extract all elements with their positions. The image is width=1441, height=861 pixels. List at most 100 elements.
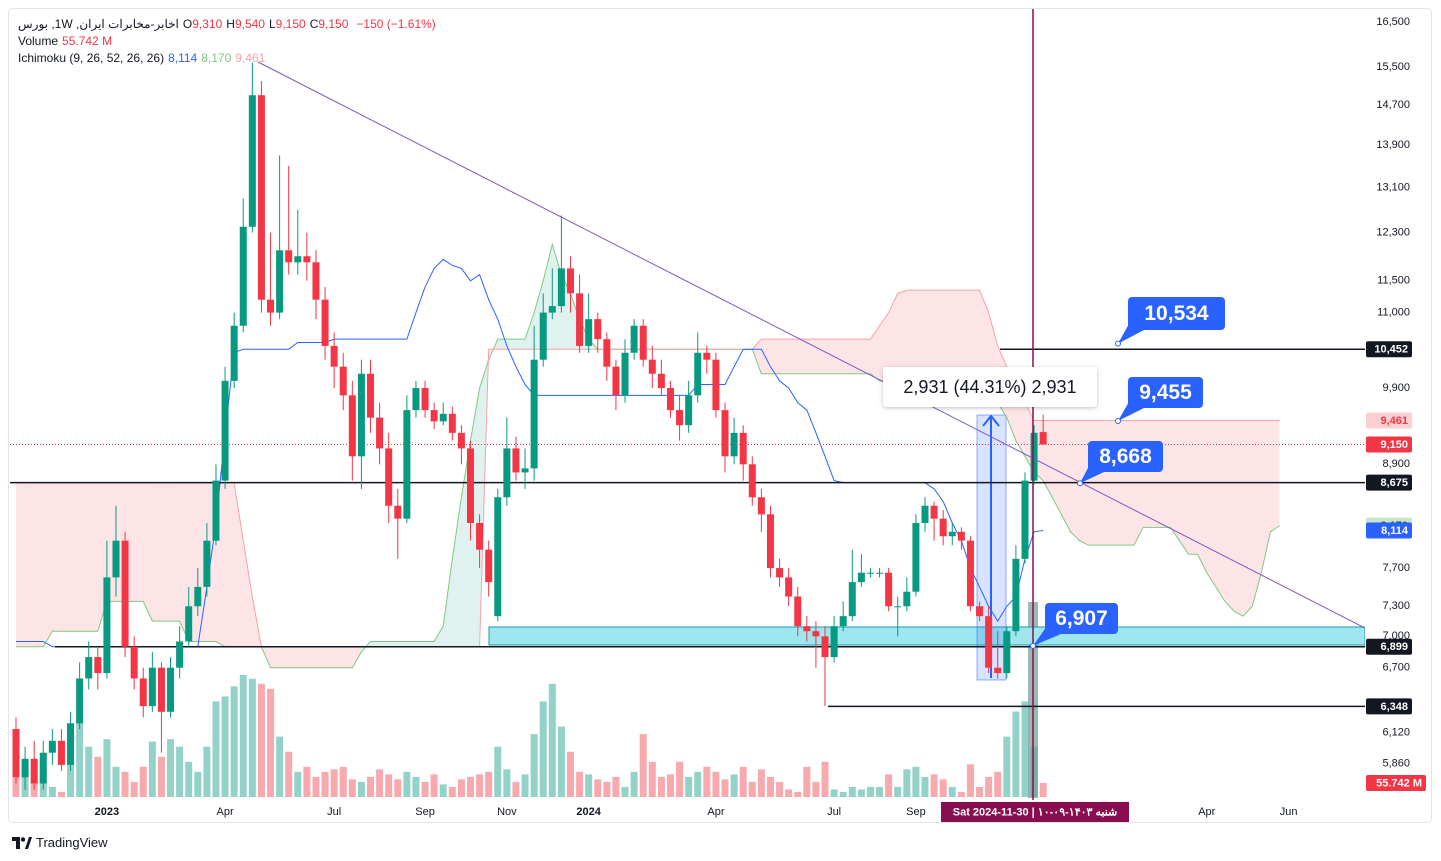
price-label-bg — [1366, 341, 1412, 358]
ichimoku-value: 8,114 — [168, 51, 198, 65]
price-label-bg — [1366, 436, 1412, 453]
volume-bar — [730, 774, 738, 797]
candle-body — [1021, 480, 1029, 559]
volume-bar — [821, 761, 829, 797]
candle-body — [448, 413, 456, 433]
cloud-segment — [879, 312, 889, 381]
candle-body — [957, 531, 965, 541]
cloud-segment — [243, 540, 253, 647]
volume-bar — [566, 751, 574, 797]
volume-bar — [939, 779, 947, 797]
candle-body — [339, 366, 347, 396]
volume-bar — [694, 771, 702, 797]
volume-bar — [630, 771, 638, 797]
candle-body — [694, 352, 702, 396]
volume-bar — [785, 789, 793, 797]
price-axis: 16,500 15,500 14,700 13,900 13,100 12,300 11,5… — [1366, 16, 1426, 791]
callout-anchor — [1115, 340, 1121, 347]
volume-bar — [585, 774, 593, 797]
volume-bar — [966, 764, 974, 797]
cloud-segment — [752, 339, 762, 374]
change: −150 (−1.61%) — [356, 17, 436, 31]
candle-body — [857, 572, 865, 583]
volume-bar — [766, 776, 774, 797]
candle-body — [648, 359, 656, 374]
cloud-segment — [779, 339, 789, 374]
callout-box — [1088, 441, 1163, 472]
price-label-bg — [1366, 474, 1412, 491]
volume-bar — [1039, 782, 1047, 797]
candle-body — [839, 616, 847, 627]
legend-ichimoku-row: Ichimoku (9, 26, 52, 26, 26) 8,114 8,170 9,… — [18, 50, 440, 67]
y-tick-label: 9,900 — [1382, 382, 1410, 394]
volume-bar — [312, 776, 320, 797]
candle-body — [603, 339, 611, 367]
cloud-segment — [1261, 420, 1271, 573]
cloud-segment — [1143, 420, 1153, 528]
volume-bar — [839, 791, 847, 797]
candle-body — [185, 606, 193, 642]
volume-bar — [576, 771, 584, 797]
candle-body — [48, 740, 56, 753]
volume-bar — [512, 781, 520, 797]
cloud-segment — [1161, 420, 1171, 528]
cloud-segment — [452, 497, 462, 647]
cloud-segment — [434, 626, 444, 647]
cloud-segment — [925, 290, 935, 381]
candle-body — [439, 413, 447, 422]
callout-anchor — [1030, 642, 1036, 649]
cloud-segment — [70, 482, 80, 632]
cloud-segment — [16, 482, 26, 647]
volume-bar — [866, 786, 874, 797]
volume-bar — [548, 683, 556, 797]
y-tick-label: 5,860 — [1382, 758, 1410, 770]
volume-bar — [139, 766, 147, 797]
cloud-segment — [379, 641, 389, 647]
cloud-segment — [43, 482, 53, 647]
candle-body — [403, 410, 411, 519]
volume-bar — [385, 774, 393, 797]
cloud-segment — [761, 339, 771, 374]
callout-box — [1128, 377, 1203, 408]
cloud-segment — [415, 641, 426, 647]
cloud-segment — [915, 290, 925, 381]
candle-body — [285, 250, 293, 263]
candle-body — [985, 616, 993, 668]
candle-body — [367, 373, 375, 418]
ohlc-item: L9,150 — [269, 17, 306, 31]
volume-bar — [430, 774, 438, 797]
candle-body — [12, 729, 20, 778]
cloud-segment — [397, 641, 407, 647]
candle-body — [230, 325, 238, 381]
volume-bar — [303, 766, 311, 797]
ohlc-key: H — [226, 17, 235, 31]
volume-bar — [712, 771, 720, 797]
candle-body — [1003, 631, 1011, 674]
candle-body — [67, 723, 75, 765]
volume-bar — [248, 678, 256, 797]
volume-bar — [957, 791, 965, 797]
cloud-segment — [1270, 420, 1280, 532]
cloud-segment — [852, 339, 862, 374]
candle-body — [276, 250, 284, 313]
candle-body — [630, 325, 638, 353]
volume-bar — [148, 741, 156, 797]
volume-bar — [885, 774, 893, 797]
volume-bar — [85, 746, 93, 797]
y-tick-label: 15,500 — [1376, 61, 1410, 73]
y-tick-label: 12,300 — [1376, 226, 1410, 238]
x-tick-label: Sep — [906, 806, 926, 818]
volume-bar — [703, 766, 711, 797]
volume-bar — [348, 779, 356, 797]
price-label: 9,150 — [1380, 439, 1408, 451]
cloud-segment — [1070, 420, 1080, 541]
trend-line — [257, 61, 1365, 629]
volume-bar — [448, 786, 456, 797]
candle-body — [685, 395, 693, 426]
cloud-segment — [834, 339, 844, 374]
ohlc-values: O9,310 H9,540 L9,150 C9,150 — [183, 17, 353, 31]
price-label-bg — [1366, 522, 1412, 539]
cloud-segment — [325, 646, 335, 668]
candle-body — [948, 531, 956, 537]
watermark: TradingView — [36, 835, 108, 850]
